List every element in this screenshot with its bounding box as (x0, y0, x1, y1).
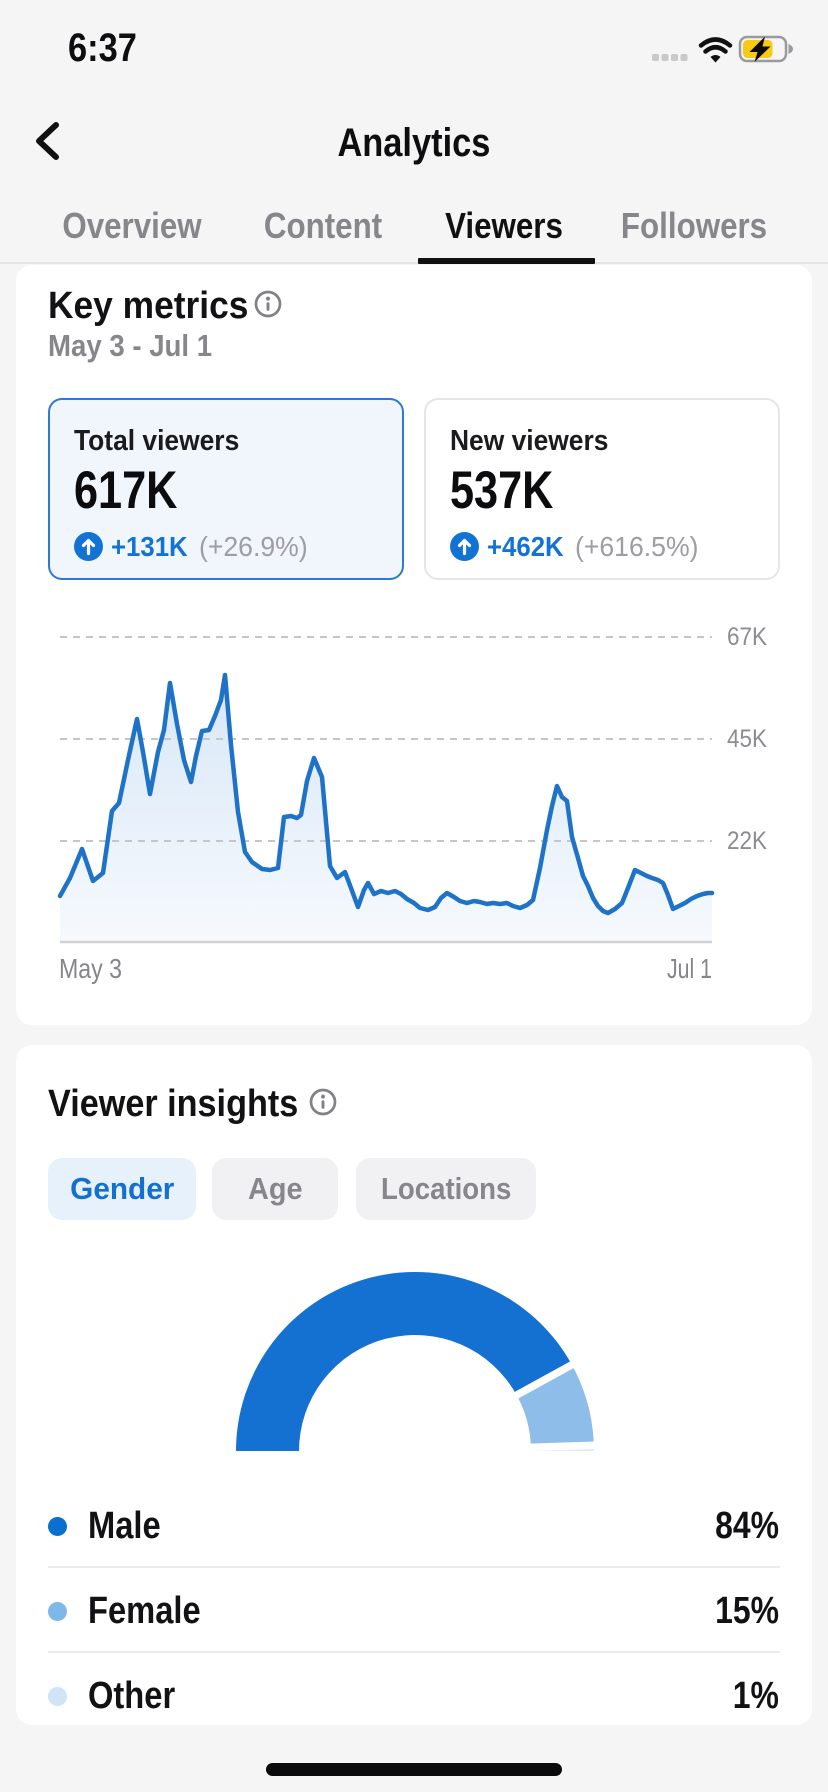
svg-text:May 3: May 3 (59, 953, 122, 984)
svg-text:45K: 45K (727, 725, 767, 753)
svg-text:67K: 67K (727, 623, 767, 651)
svg-text:22K: 22K (727, 827, 767, 855)
svg-text:Jul 1: Jul 1 (667, 953, 712, 984)
